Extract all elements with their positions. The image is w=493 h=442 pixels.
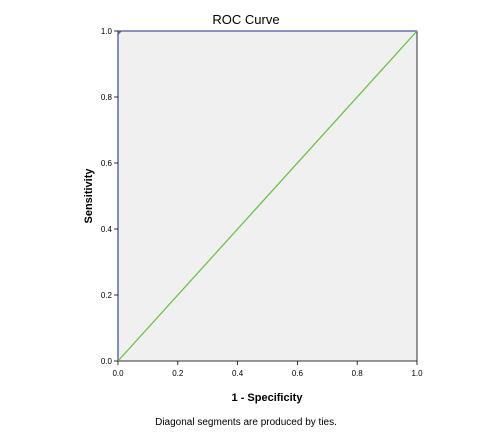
y-tick-label: 1.0 xyxy=(101,27,113,36)
chart-footnote: Diagonal segments are produced by ties. xyxy=(155,417,337,428)
y-axis-ticks: 0.0 0.2 0.4 0.6 0.8 1.0 xyxy=(101,27,118,366)
series-line-2 xyxy=(117,30,418,362)
x-tick-label: 0.6 xyxy=(292,369,304,378)
y-axis-label: Sensitivity xyxy=(83,168,95,224)
x-tick-label: 1.0 xyxy=(411,369,423,378)
series-line-1 xyxy=(117,30,417,361)
y-tick-label: 0.2 xyxy=(101,291,113,300)
series-layer xyxy=(117,30,418,362)
y-tick-label: 0.4 xyxy=(101,225,113,234)
x-tick-label: 0.4 xyxy=(232,369,244,378)
y-tick-label: 0.8 xyxy=(101,93,113,102)
x-tick-label: 0.0 xyxy=(112,369,124,378)
y-tick-label: 0.0 xyxy=(101,357,113,366)
x-axis-label: 1 - Specificity xyxy=(232,392,304,404)
y-tick-label: 0.6 xyxy=(101,159,113,168)
chart-title: ROC Curve xyxy=(212,12,279,27)
x-tick-label: 0.2 xyxy=(172,369,184,378)
x-axis-ticks: 0.0 0.2 0.4 0.6 0.8 1.0 xyxy=(112,361,423,378)
x-tick-label: 0.8 xyxy=(352,369,364,378)
